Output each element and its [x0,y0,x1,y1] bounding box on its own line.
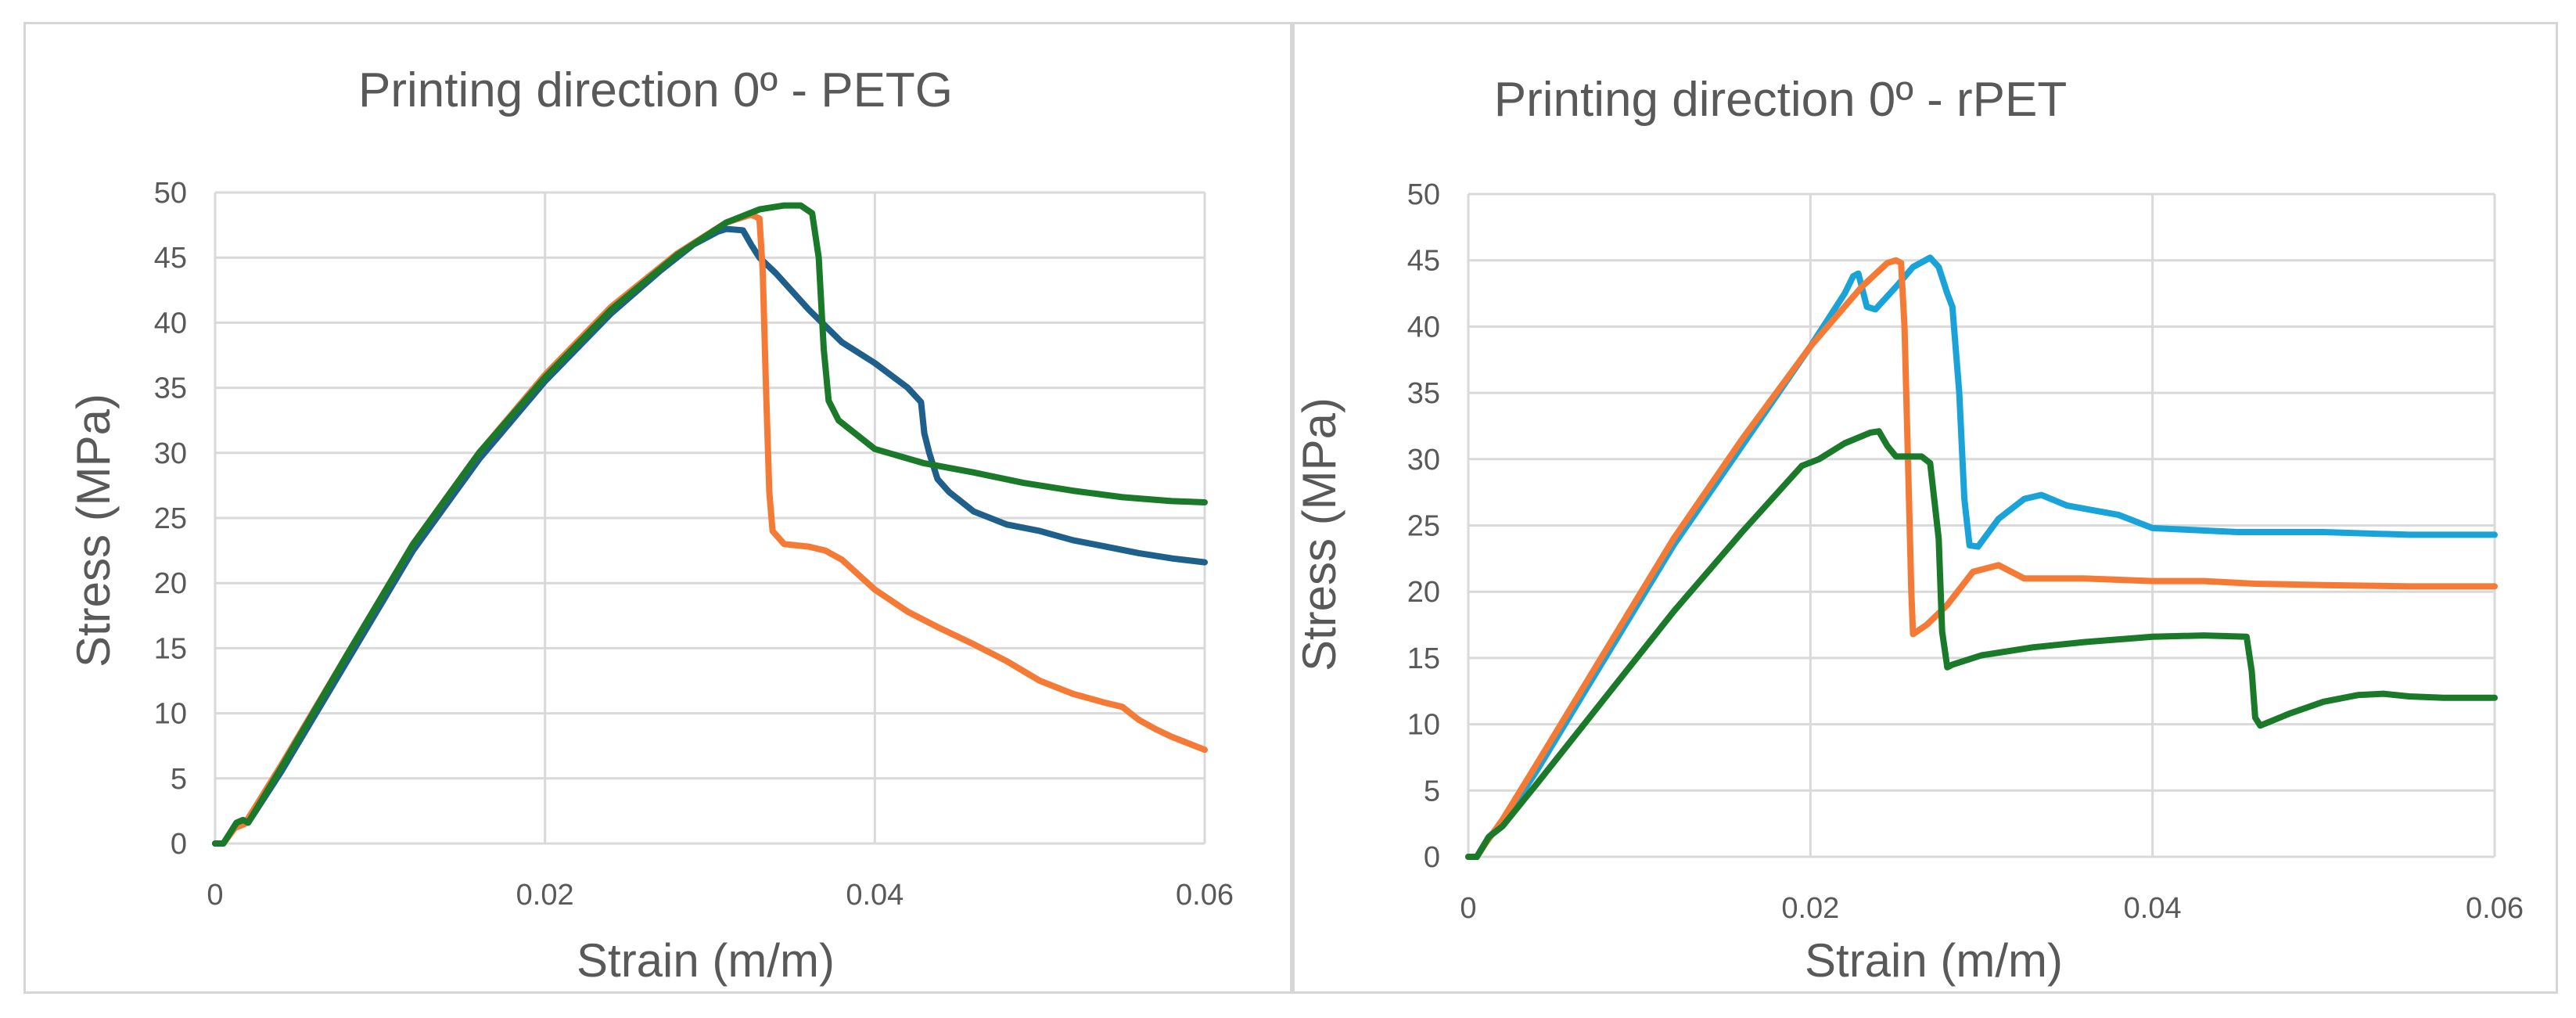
y-tick-label: 45 [154,242,187,275]
series-line-blue [212,225,1208,847]
y-tick-label: 10 [1407,709,1440,742]
chart-title: Printing direction 0º - rPET [1494,73,2067,127]
chart-title: Printing direction 0º - PETG [358,63,953,117]
y-tick-label: 0 [1424,841,1440,874]
y-axis-label: Stress (MPa) [67,394,120,667]
y-axis-label: Stress (MPa) [1293,397,1345,671]
y-tick-label: 10 [154,698,187,731]
chart-petg: Printing direction 0º - PETG Stress (MPa… [67,63,1234,987]
y-tick-labels: 0 5 10 15 20 25 30 35 40 45 50 [154,177,187,861]
y-tick-label: 40 [154,307,187,340]
series-line-green [1465,428,2498,860]
x-tick-label: 0.04 [846,879,904,912]
y-tick-label: 35 [1407,377,1440,410]
y-tick-label: 15 [1407,642,1440,675]
y-tick-labels: 0 5 10 15 20 25 30 35 40 45 50 [1407,178,1440,874]
x-tick-label: 0.02 [516,879,574,912]
x-axis-label: Strain (m/m) [577,934,835,987]
x-axis-label: Strain (m/m) [1805,934,2063,987]
x-tick-labels: 0 0.02 0.04 0.06 [1460,892,2524,925]
y-tick-label: 40 [1407,311,1440,344]
y-tick-label: 35 [154,372,187,405]
series-line-green [212,202,1208,847]
series-line-orange [212,211,1208,847]
y-tick-label: 0 [171,828,187,861]
chart-panel-rpet [1292,22,2558,994]
y-tick-label: 5 [171,763,187,796]
y-tick-label: 15 [154,632,187,665]
y-tick-label: 50 [154,177,187,210]
y-tick-label: 45 [1407,245,1440,278]
series-line-light-blue [1465,254,2498,860]
x-tick-label: 0 [207,879,223,912]
chart-rpet: Printing direction 0º - rPET Stress (MPa… [1293,73,2524,987]
y-tick-label: 30 [1407,444,1440,477]
y-tick-label: 5 [1424,775,1440,808]
series-line-orange [1465,257,2498,860]
x-tick-label: 0.04 [2124,892,2182,925]
x-tick-label: 0.06 [1176,879,1234,912]
y-tick-label: 20 [1407,576,1440,609]
x-tick-label: 0 [1460,892,1476,925]
y-tick-label: 25 [154,502,187,535]
series-layer [212,202,1208,847]
y-tick-label: 30 [154,437,187,470]
x-tick-label: 0.02 [1781,892,1839,925]
gridlines [214,191,1206,845]
y-tick-label: 50 [1407,178,1440,211]
series-layer [1465,254,2498,860]
y-tick-label: 20 [154,567,187,600]
y-tick-label: 25 [1407,510,1440,543]
x-tick-labels: 0 0.02 0.04 0.06 [207,879,1234,912]
x-tick-label: 0.06 [2466,892,2524,925]
gridlines [1467,192,2496,858]
